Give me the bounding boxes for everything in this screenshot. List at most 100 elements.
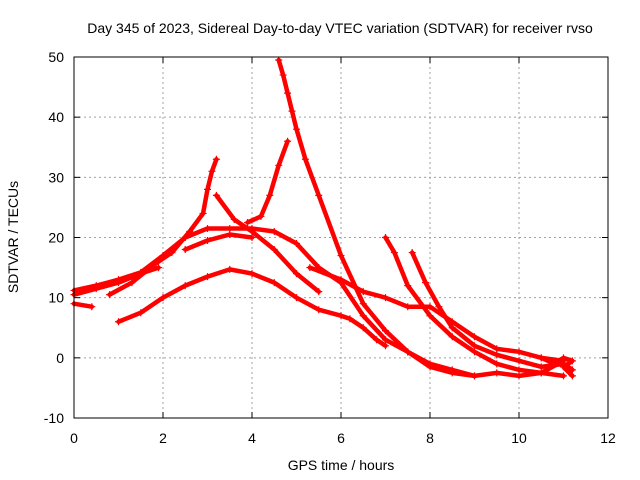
plot-area xyxy=(70,56,576,380)
y-tick-label: 40 xyxy=(48,109,64,125)
data-point xyxy=(337,276,345,284)
data-point xyxy=(204,237,211,245)
data-point xyxy=(382,336,389,344)
data-point xyxy=(404,282,412,290)
x-tick-label: 8 xyxy=(426,430,434,446)
data-point xyxy=(493,345,501,353)
data-point xyxy=(422,279,430,287)
data-point xyxy=(270,246,278,254)
data-point xyxy=(248,270,256,278)
data-point xyxy=(315,306,323,314)
series-line xyxy=(539,355,575,379)
data-point xyxy=(448,369,456,377)
data-point xyxy=(568,366,576,374)
data-point xyxy=(493,369,501,377)
series-arc-9 xyxy=(275,56,478,380)
data-point xyxy=(359,312,367,320)
series-line xyxy=(276,57,477,379)
data-point xyxy=(346,315,354,323)
data-point xyxy=(560,363,567,371)
y-tick-label: 20 xyxy=(48,230,64,246)
data-point xyxy=(208,167,216,175)
data-point xyxy=(275,161,283,169)
data-point xyxy=(560,372,567,380)
data-point xyxy=(515,366,523,374)
data-point xyxy=(115,279,122,287)
data-point xyxy=(230,215,238,223)
series-arc-12 xyxy=(408,249,576,374)
data-point xyxy=(493,360,501,368)
data-point xyxy=(515,357,523,365)
data-point xyxy=(359,288,367,296)
data-point xyxy=(212,155,220,163)
data-point xyxy=(301,155,309,163)
data-point xyxy=(115,318,122,326)
data-point xyxy=(181,282,189,290)
x-tick-label: 10 xyxy=(511,430,527,446)
data-point xyxy=(404,348,412,356)
data-point xyxy=(560,354,567,362)
data-point xyxy=(315,191,323,199)
data-point xyxy=(426,303,434,311)
data-point xyxy=(315,288,323,296)
data-point xyxy=(568,372,576,380)
data-point xyxy=(186,227,194,235)
data-point xyxy=(226,230,234,238)
data-point xyxy=(568,357,576,365)
data-point xyxy=(226,265,234,273)
series-arc-7 xyxy=(212,191,323,296)
data-point xyxy=(471,333,478,341)
y-axis-label: SDTVAR / TECUs xyxy=(5,181,21,293)
data-point xyxy=(337,312,345,320)
series-line xyxy=(107,157,219,297)
data-point xyxy=(204,185,211,193)
data-point xyxy=(382,294,389,302)
data-point xyxy=(551,360,559,368)
data-point xyxy=(106,291,114,299)
x-tick-label: 4 xyxy=(248,430,256,446)
series-line xyxy=(245,138,290,225)
data-point xyxy=(168,249,176,257)
data-point xyxy=(293,125,300,133)
data-point xyxy=(248,234,256,241)
data-point xyxy=(448,324,456,332)
series-arc-6 xyxy=(181,230,256,254)
data-point xyxy=(390,249,398,257)
data-point xyxy=(515,348,523,356)
data-point xyxy=(537,369,545,377)
data-point xyxy=(471,342,478,350)
series-arc-5 xyxy=(115,265,389,350)
data-point xyxy=(537,363,545,371)
data-point xyxy=(537,354,545,362)
data-point xyxy=(212,191,220,199)
data-point xyxy=(92,285,100,293)
data-point xyxy=(257,212,265,220)
data-point xyxy=(382,342,389,350)
data-point xyxy=(306,264,314,272)
x-axis-label: GPS time / hours xyxy=(288,457,395,473)
x-tick-label: 0 xyxy=(70,430,78,446)
data-point xyxy=(248,227,256,235)
series-line xyxy=(307,265,566,364)
x-tick-label: 2 xyxy=(159,430,167,446)
data-point xyxy=(471,348,478,356)
data-point xyxy=(448,333,456,341)
data-point xyxy=(293,294,300,302)
data-point xyxy=(408,249,416,257)
data-point xyxy=(359,300,367,308)
data-point xyxy=(515,372,523,380)
data-point xyxy=(150,261,158,269)
data-point xyxy=(137,309,145,317)
data-point xyxy=(128,279,136,287)
y-tick-label: 50 xyxy=(48,49,64,65)
data-point xyxy=(382,327,389,335)
data-point xyxy=(359,324,367,332)
series-line xyxy=(383,235,566,376)
x-tick-label: 6 xyxy=(337,430,345,446)
y-tick-label: 0 xyxy=(56,350,64,366)
data-point xyxy=(426,312,434,320)
y-tick-label: 30 xyxy=(48,169,64,185)
data-point xyxy=(404,303,412,311)
data-point xyxy=(204,273,211,281)
